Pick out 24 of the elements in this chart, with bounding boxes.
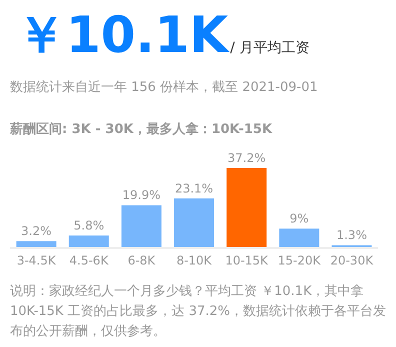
data-label: 37.2%	[228, 151, 266, 165]
chart-title: ￥10.1K	[16, 6, 228, 64]
x-tick-label: 4.5-6K	[69, 254, 110, 268]
data-label: 9%	[290, 212, 309, 226]
bar	[279, 228, 320, 248]
x-tick-label: 15-20K	[278, 254, 322, 268]
text: 说明：家政经纪人一个月多少钱？平均工资 ￥10.1K，其中拿 10K-15K 工资的占比最多，达 37.2%，数据统计依赖于各平台发布的公开薪酬，仅供参考。	[10, 283, 388, 341]
chart-subtitle: / 月平均工资	[230, 40, 310, 56]
x-tick-label: 20-30K	[330, 254, 374, 268]
data-label: 23.1%	[174, 181, 214, 196]
x-tick-label: 8-10K	[176, 254, 213, 268]
x-tick-label: 6-8K	[128, 254, 156, 268]
bar	[121, 205, 162, 248]
text: 数据统计来自近一年 156 份样本，截至 2021-09-01	[10, 79, 318, 96]
x-tick-label: 10-15K	[225, 254, 270, 268]
bar	[174, 198, 214, 248]
x-tick-label: 3-4.5K	[16, 254, 57, 268]
bar	[68, 236, 109, 248]
text: 薪酬区间: 3K - 30K，最多人拿：10K-15K	[10, 121, 272, 138]
data-label: 19.9%	[122, 188, 161, 202]
data-label: 1.3%	[336, 228, 367, 242]
data-label: 3.2%	[21, 224, 52, 238]
bar	[226, 168, 267, 248]
data-label: 5.8%	[74, 218, 104, 233]
